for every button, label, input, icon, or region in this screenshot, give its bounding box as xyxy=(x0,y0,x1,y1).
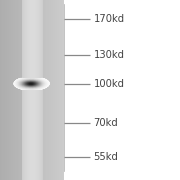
Bar xyxy=(44,0,45,180)
Bar xyxy=(26,0,27,180)
Bar xyxy=(25,0,26,180)
Bar xyxy=(41,0,42,180)
Bar xyxy=(31,0,32,180)
Bar xyxy=(30,0,31,180)
Bar xyxy=(32,0,33,180)
Bar xyxy=(48,0,49,180)
Bar xyxy=(36,0,37,180)
Bar xyxy=(23,0,24,180)
Bar xyxy=(2,0,3,180)
Bar xyxy=(32,0,33,180)
Bar xyxy=(28,0,29,180)
Bar xyxy=(46,0,47,180)
Bar xyxy=(40,0,41,180)
Bar xyxy=(29,0,30,180)
Bar xyxy=(4,0,5,180)
Bar xyxy=(59,0,60,180)
Bar xyxy=(42,0,43,180)
Bar xyxy=(42,0,43,180)
Bar xyxy=(55,0,56,180)
Bar xyxy=(51,0,52,180)
Bar xyxy=(33,0,34,180)
Bar xyxy=(31,0,32,180)
Bar xyxy=(15,0,16,180)
Bar xyxy=(52,0,53,180)
Bar xyxy=(39,0,40,180)
Bar xyxy=(12,0,13,180)
Bar xyxy=(9,0,10,180)
Bar xyxy=(23,0,24,180)
Bar xyxy=(37,0,38,180)
Bar xyxy=(1,0,2,180)
Bar xyxy=(54,0,55,180)
Bar xyxy=(50,0,51,180)
Bar xyxy=(34,0,35,180)
Bar xyxy=(29,0,30,180)
Bar xyxy=(53,0,54,180)
Bar xyxy=(47,0,48,180)
Bar xyxy=(22,0,23,180)
Bar xyxy=(60,0,61,180)
Bar xyxy=(33,0,34,180)
Bar xyxy=(18,0,19,180)
Bar xyxy=(28,0,29,180)
Bar xyxy=(56,0,57,180)
Bar xyxy=(17,0,18,180)
Bar xyxy=(38,0,39,180)
Bar xyxy=(5,0,6,180)
Bar xyxy=(63,0,64,180)
Bar xyxy=(27,0,28,180)
Bar xyxy=(35,0,36,180)
Bar xyxy=(7,0,8,180)
Bar xyxy=(45,0,46,180)
Bar xyxy=(8,0,9,180)
Bar xyxy=(20,0,21,180)
Bar xyxy=(21,0,22,180)
Bar xyxy=(22,0,23,180)
Bar xyxy=(62,0,63,180)
Bar xyxy=(11,0,12,180)
Bar xyxy=(61,0,62,180)
Bar xyxy=(24,0,25,180)
Text: 130kd: 130kd xyxy=(94,50,125,60)
Bar xyxy=(26,0,27,180)
Bar xyxy=(49,0,50,180)
Bar xyxy=(24,0,25,180)
Bar xyxy=(19,0,20,180)
Bar xyxy=(35,0,36,180)
Bar xyxy=(10,0,11,180)
Text: 55kd: 55kd xyxy=(94,152,118,162)
Bar xyxy=(58,0,59,180)
Text: 70kd: 70kd xyxy=(94,118,118,128)
Bar xyxy=(39,0,40,180)
Bar xyxy=(41,0,42,180)
Bar xyxy=(37,0,38,180)
Bar xyxy=(3,0,4,180)
Bar xyxy=(43,0,44,180)
Bar xyxy=(25,0,26,180)
Bar xyxy=(6,0,7,180)
Bar xyxy=(57,0,58,180)
Bar xyxy=(16,0,17,180)
Bar xyxy=(40,0,41,180)
Bar xyxy=(14,0,15,180)
Text: 170kd: 170kd xyxy=(94,14,125,24)
Bar xyxy=(0,0,1,180)
Bar xyxy=(38,0,39,180)
Bar xyxy=(36,0,37,180)
Bar xyxy=(34,0,35,180)
Bar xyxy=(30,0,31,180)
Bar xyxy=(27,0,28,180)
Bar xyxy=(13,0,14,180)
Text: 100kd: 100kd xyxy=(94,79,125,89)
